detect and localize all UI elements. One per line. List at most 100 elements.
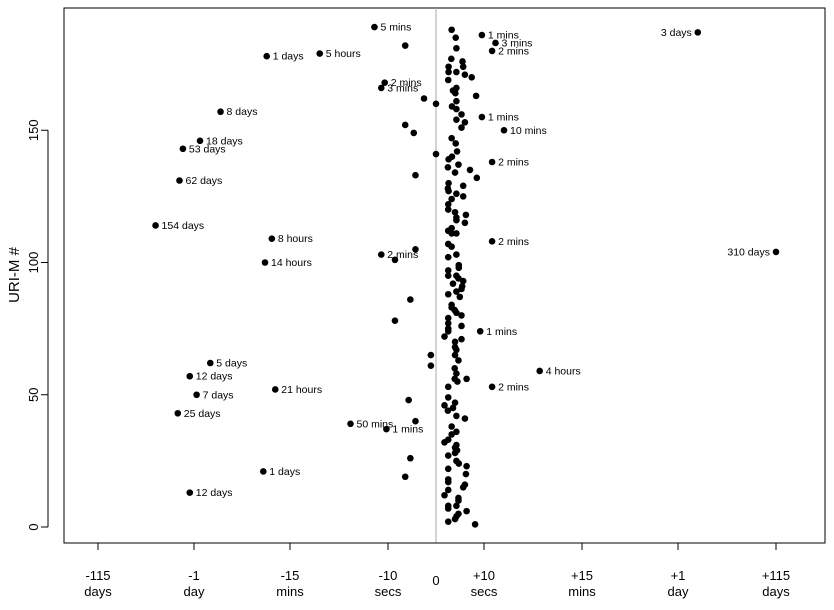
- x-tick-label: -1: [188, 568, 200, 583]
- data-point: [445, 68, 452, 76]
- point-annotation: 8 days: [227, 106, 258, 118]
- data-point: [488, 238, 496, 245]
- point-annotation: 14 hours: [271, 257, 312, 269]
- data-point: [694, 29, 702, 36]
- point-annotation: 2 mins: [498, 381, 529, 393]
- point-annotation: 3 mins: [387, 82, 418, 94]
- point-annotation: 4 hours: [546, 365, 581, 377]
- plot-frame: [63, 7, 826, 544]
- data-point: [444, 327, 452, 335]
- data-point: [463, 375, 470, 383]
- point-annotation: 8 hours: [278, 233, 313, 245]
- y-tick-label: 100: [26, 252, 41, 274]
- data-point: [174, 409, 182, 417]
- data-point: [444, 478, 452, 486]
- x-tick-unit-label: days: [84, 584, 112, 599]
- point-annotation: 1 mins: [486, 326, 517, 338]
- data-point: [476, 327, 484, 335]
- data-point: [444, 383, 452, 391]
- data-point: [453, 288, 460, 295]
- data-point: [453, 346, 460, 354]
- data-point: [445, 156, 452, 163]
- data-point: [407, 454, 414, 462]
- data-point: [492, 39, 499, 47]
- point-annotation: 5 days: [216, 358, 247, 370]
- point-annotation: 21 hours: [281, 384, 322, 396]
- data-point: [453, 309, 460, 317]
- data-point: [186, 489, 194, 496]
- data-point: [445, 63, 452, 71]
- x-tick-unit-label: mins: [276, 584, 304, 599]
- data-point: [412, 171, 419, 179]
- data-point: [261, 259, 269, 266]
- data-point: [407, 296, 414, 303]
- data-point: [453, 230, 460, 237]
- data-point: [462, 470, 470, 478]
- data-point: [347, 420, 354, 428]
- data-point: [268, 235, 276, 242]
- data-point: [412, 417, 419, 425]
- data-point: [461, 71, 469, 79]
- x-tick-unit-label: day: [184, 584, 205, 599]
- y-tick-label: 50: [26, 388, 41, 402]
- data-point: [448, 243, 455, 250]
- data-point: [463, 462, 470, 470]
- data-point: [453, 116, 460, 123]
- data-point: [391, 256, 399, 264]
- data-point: [444, 486, 452, 494]
- data-point: [461, 219, 469, 227]
- data-point: [453, 446, 461, 454]
- data-point: [459, 63, 467, 71]
- data-point: [448, 195, 455, 203]
- x-tick-label: -15: [281, 568, 300, 583]
- data-point: [451, 399, 459, 406]
- data-point: [401, 42, 409, 49]
- data-point: [391, 317, 399, 324]
- data-point: [401, 121, 409, 129]
- data-point: [455, 357, 462, 364]
- data-point: [458, 335, 465, 343]
- x-tick-label: +10: [473, 568, 495, 583]
- point-annotation: 3 mins: [502, 37, 533, 49]
- x-tick-unit-label: secs: [471, 584, 498, 599]
- data-point: [472, 92, 480, 100]
- data-point: [441, 439, 448, 446]
- data-point: [444, 505, 452, 512]
- data-point: [459, 484, 467, 491]
- data-point: [452, 89, 459, 97]
- data-point: [444, 253, 452, 261]
- data-point: [444, 394, 452, 401]
- data-point: [459, 58, 466, 65]
- x-tick-label: 0: [432, 573, 439, 588]
- data-point: [420, 95, 428, 102]
- data-point: [441, 491, 448, 499]
- data-point: [448, 230, 455, 237]
- data-point: [444, 320, 452, 327]
- point-annotation: 154 days: [162, 220, 205, 232]
- data-point: [473, 174, 481, 182]
- point-annotation: 1 days: [273, 51, 304, 63]
- x-tick-label: +1: [671, 568, 686, 583]
- point-annotation: 5 hours: [326, 48, 361, 60]
- data-point: [381, 79, 389, 86]
- x-tick-unit-label: mins: [568, 584, 596, 599]
- data-point: [176, 177, 183, 184]
- data-point: [383, 425, 390, 433]
- data-point: [451, 515, 459, 523]
- data-point: [536, 367, 543, 375]
- data-point: [455, 497, 462, 504]
- data-point: [456, 293, 464, 301]
- data-point: [405, 396, 412, 404]
- data-point: [455, 460, 463, 467]
- data-point: [186, 372, 194, 380]
- point-annotation: 1 days: [269, 466, 300, 478]
- data-point: [488, 47, 496, 55]
- x-tick-label: -115: [85, 568, 110, 583]
- y-axis-label: URI-M #: [6, 246, 23, 302]
- data-point: [448, 431, 455, 438]
- x-tick-label: +15: [571, 568, 593, 583]
- point-annotation: 310 days: [727, 246, 770, 258]
- data-point: [454, 378, 461, 385]
- data-point: [316, 50, 324, 57]
